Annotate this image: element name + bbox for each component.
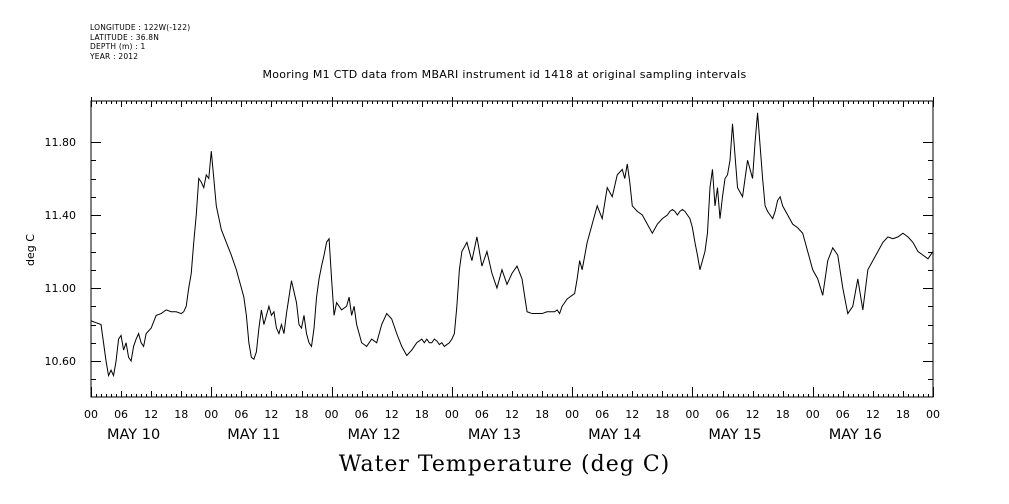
- x-tick-label: 18: [295, 408, 309, 421]
- x-tick-label: 12: [264, 408, 278, 421]
- x-tick-label: 18: [655, 408, 669, 421]
- day-label: MAY 14: [588, 427, 641, 443]
- x-tick-label: 00: [325, 408, 339, 421]
- main-title: Water Temperature (deg C): [338, 452, 671, 477]
- latitude-label: LATITUDE : 36.8N: [90, 32, 160, 42]
- x-tick-label: 06: [114, 408, 128, 421]
- x-tick-label: 06: [836, 408, 850, 421]
- depth-label: DEPTH (m) : 1: [90, 42, 146, 51]
- x-tick-label: 00: [806, 408, 820, 421]
- x-tick-label: 00: [926, 408, 940, 421]
- year-label: YEAR : 2012: [90, 51, 139, 61]
- day-label: MAY 10: [107, 427, 160, 443]
- day-label: MAY 12: [348, 427, 401, 443]
- longitude-label: LONGITUDE : 122W(-122): [90, 23, 191, 32]
- x-tick-label: 18: [415, 408, 429, 421]
- y-axis-label: deg C: [24, 234, 37, 266]
- y-tick-label: 10.60: [45, 355, 77, 368]
- y-tick-label: 11.40: [45, 209, 77, 222]
- x-tick-label: 06: [475, 408, 489, 421]
- x-tick-label: 00: [204, 408, 218, 421]
- chart-title: Mooring M1 CTD data from MBARI instrumen…: [262, 68, 747, 81]
- x-tick-label: 00: [445, 408, 459, 421]
- x-tick-label: 18: [776, 408, 790, 421]
- x-tick-label: 00: [685, 408, 699, 421]
- x-tick-label: 06: [355, 408, 369, 421]
- day-label: MAY 13: [468, 427, 521, 443]
- x-tick-label: 12: [625, 408, 639, 421]
- day-label: MAY 11: [227, 427, 280, 443]
- x-tick-label: 12: [385, 408, 399, 421]
- series-line: [90, 112, 934, 378]
- day-label: MAY 15: [708, 427, 761, 443]
- x-tick-label: 06: [595, 408, 609, 421]
- day-label: MAY 16: [829, 427, 882, 443]
- x-tick-label: 18: [174, 408, 188, 421]
- x-tick-label: 12: [505, 408, 519, 421]
- x-tick-label: 00: [84, 408, 98, 421]
- y-tick-label: 11.00: [45, 282, 77, 295]
- x-tick-label: 00: [565, 408, 579, 421]
- x-tick-label: 12: [144, 408, 158, 421]
- x-tick-label: 06: [716, 408, 730, 421]
- x-tick-label: 12: [866, 408, 880, 421]
- x-tick-label: 18: [535, 408, 549, 421]
- x-tick-label: 18: [896, 408, 910, 421]
- y-tick-label: 11.80: [45, 136, 77, 149]
- x-tick-label: 06: [234, 408, 248, 421]
- x-tick-label: 12: [746, 408, 760, 421]
